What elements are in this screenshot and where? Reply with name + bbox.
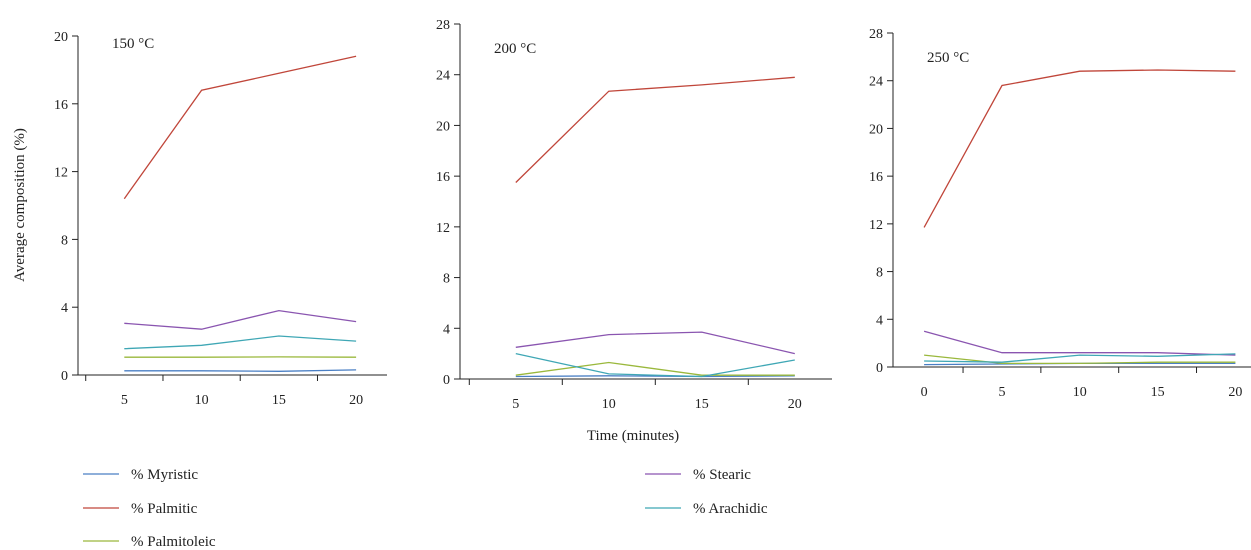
series-line-palmitoleic [924,354,1236,365]
legend: % Myristic % Palmitic % Palmitoleic % Stear… [83,467,768,550]
panel-title: 250 °C [927,50,969,66]
y-tick-label: 12 [54,166,68,181]
x-tick-label: 0 [921,385,928,400]
x-tick-label: 5 [998,385,1005,400]
x-tick-label: 10 [602,397,616,412]
series-line-stearic [515,331,795,355]
legend-label: % Palmitoleic [131,534,216,550]
y-tick-label: 4 [876,313,883,328]
y-tick-label: 16 [869,170,883,185]
series-line-palmitic [123,55,357,200]
series-line-palmitoleic [515,361,795,376]
legend-item-palmitic: % Palmitic [83,501,198,517]
legend-label: % Palmitic [131,501,198,517]
series-line-palmitic [923,69,1236,228]
y-tick-label: 16 [436,170,450,185]
y-tick-label: 24 [869,75,883,90]
y-tick-label: 0 [61,369,68,384]
y-tick-label: 16 [54,98,68,113]
y-tick-label: 12 [436,221,450,236]
panel-title: 200 °C [494,41,536,57]
chart-panel-3: 0 4 8 12 16 20 24 28 0 5 10 15 20 250 °C [869,27,1251,400]
y-axis-label: Average composition (%) [12,128,28,282]
series-line-palmitic [515,76,795,183]
x-tick-label: 5 [512,397,519,412]
x-tick-label: 15 [1151,385,1165,400]
y-tick-label: 8 [61,233,68,248]
series-line-stearic [923,330,1236,356]
y-tick-label: 8 [876,266,883,281]
legend-label: % Arachidic [693,501,768,517]
y-tick-label: 20 [54,30,68,45]
x-axis-label: Time (minutes) [587,428,679,444]
legend-label: % Stearic [693,467,751,483]
x-tick-label: 20 [1228,385,1242,400]
y-tick-label: 4 [443,322,450,337]
panel-title: 150 °C [112,36,154,52]
y-tick-label: 20 [869,122,883,137]
x-tick-label: 15 [695,397,709,412]
y-tick-label: 0 [876,361,883,376]
x-tick-label: 10 [1073,385,1087,400]
legend-label: % Myristic [131,467,198,483]
y-tick-label: 24 [436,69,450,84]
legend-item-palmitoleic: % Palmitoleic [83,534,216,550]
series-line-arachidic [924,353,1236,363]
y-tick-label: 8 [443,272,450,287]
y-tick-label: 20 [436,119,450,134]
legend-item-myristic: % Myristic [83,467,198,483]
x-tick-label: 20 [349,393,363,408]
legend-item-stearic: % Stearic [645,467,751,483]
series-line-arachidic [515,352,795,378]
y-tick-label: 12 [869,218,883,233]
legend-item-arachidic: % Arachidic [645,501,768,517]
y-tick-label: 0 [443,373,450,388]
series-line-stearic [124,309,357,330]
y-tick-label: 28 [869,27,883,42]
y-tick-label: 4 [61,301,68,316]
y-tick-label: 28 [436,18,450,33]
series-line-arachidic [124,335,357,350]
x-tick-label: 10 [195,393,209,408]
series-line-myristic [515,375,795,378]
x-tick-label: 15 [272,393,286,408]
x-tick-label: 20 [788,397,802,412]
x-tick-label: 5 [121,393,128,408]
chart-panel-2: 0 4 8 12 16 20 24 28 5 10 15 20 200 °C [436,18,832,412]
series-line-myristic [124,369,357,372]
chart-panel-1: 0 4 8 12 16 20 5 10 15 20 150 °C [54,30,387,408]
